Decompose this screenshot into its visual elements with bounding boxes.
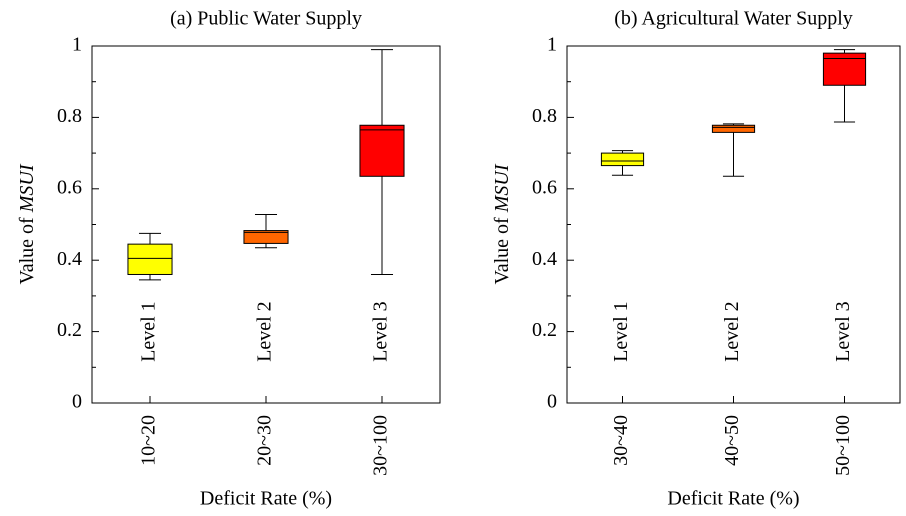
y-tick-label: 0.8 [57,105,82,127]
chart-title: (b) Agricultural Water Supply [614,8,853,30]
y-tick-label: 0 [547,391,557,413]
x-tick-label: 30~40 [610,415,632,466]
box [711,124,756,133]
x-tick-label: 30~100 [370,415,392,476]
box [600,152,645,167]
box [127,243,173,275]
x-tick-label: 40~50 [721,415,743,466]
y-tick-label: 1 [547,34,557,56]
y-tick-label: 1 [72,34,82,56]
x-axis-label: Deficit Rate (%) [200,488,332,510]
x-axis-label: Deficit Rate (%) [667,488,799,510]
y-axis-label: Value of MSUI [16,163,38,284]
x-tick-label: 20~30 [254,415,276,466]
x-tick-label: 10~20 [138,415,160,466]
y-tick-label: 0.4 [57,248,82,270]
level-label: Level 1 [138,301,160,362]
y-tick-label: 0.6 [532,176,557,198]
x-tick-label: 50~100 [832,415,854,476]
y-tick-label: 0.2 [532,319,557,341]
box [243,230,289,244]
chart-title: (a) Public Water Supply [170,8,362,30]
y-axis-label-var: MSUI [16,163,38,213]
level-label: Level 3 [370,301,392,362]
level-label: Level 1 [610,301,632,362]
box [359,124,405,177]
y-axis-label: Value of MSUI [491,163,513,284]
level-label: Level 2 [721,301,743,362]
y-axis-label-var: MSUI [491,163,513,213]
y-axis-label-text: Value of [16,217,38,285]
y-tick-label: 0.8 [532,105,557,127]
y-tick-label: 0.2 [57,319,82,341]
level-label: Level 2 [254,301,276,362]
y-tick-label: 0.4 [532,248,557,270]
y-axis-label-text: Value of [491,217,513,285]
y-tick-label: 0.6 [57,176,82,198]
level-label: Level 3 [832,301,854,362]
box [822,52,867,86]
y-tick-label: 0 [72,391,82,413]
